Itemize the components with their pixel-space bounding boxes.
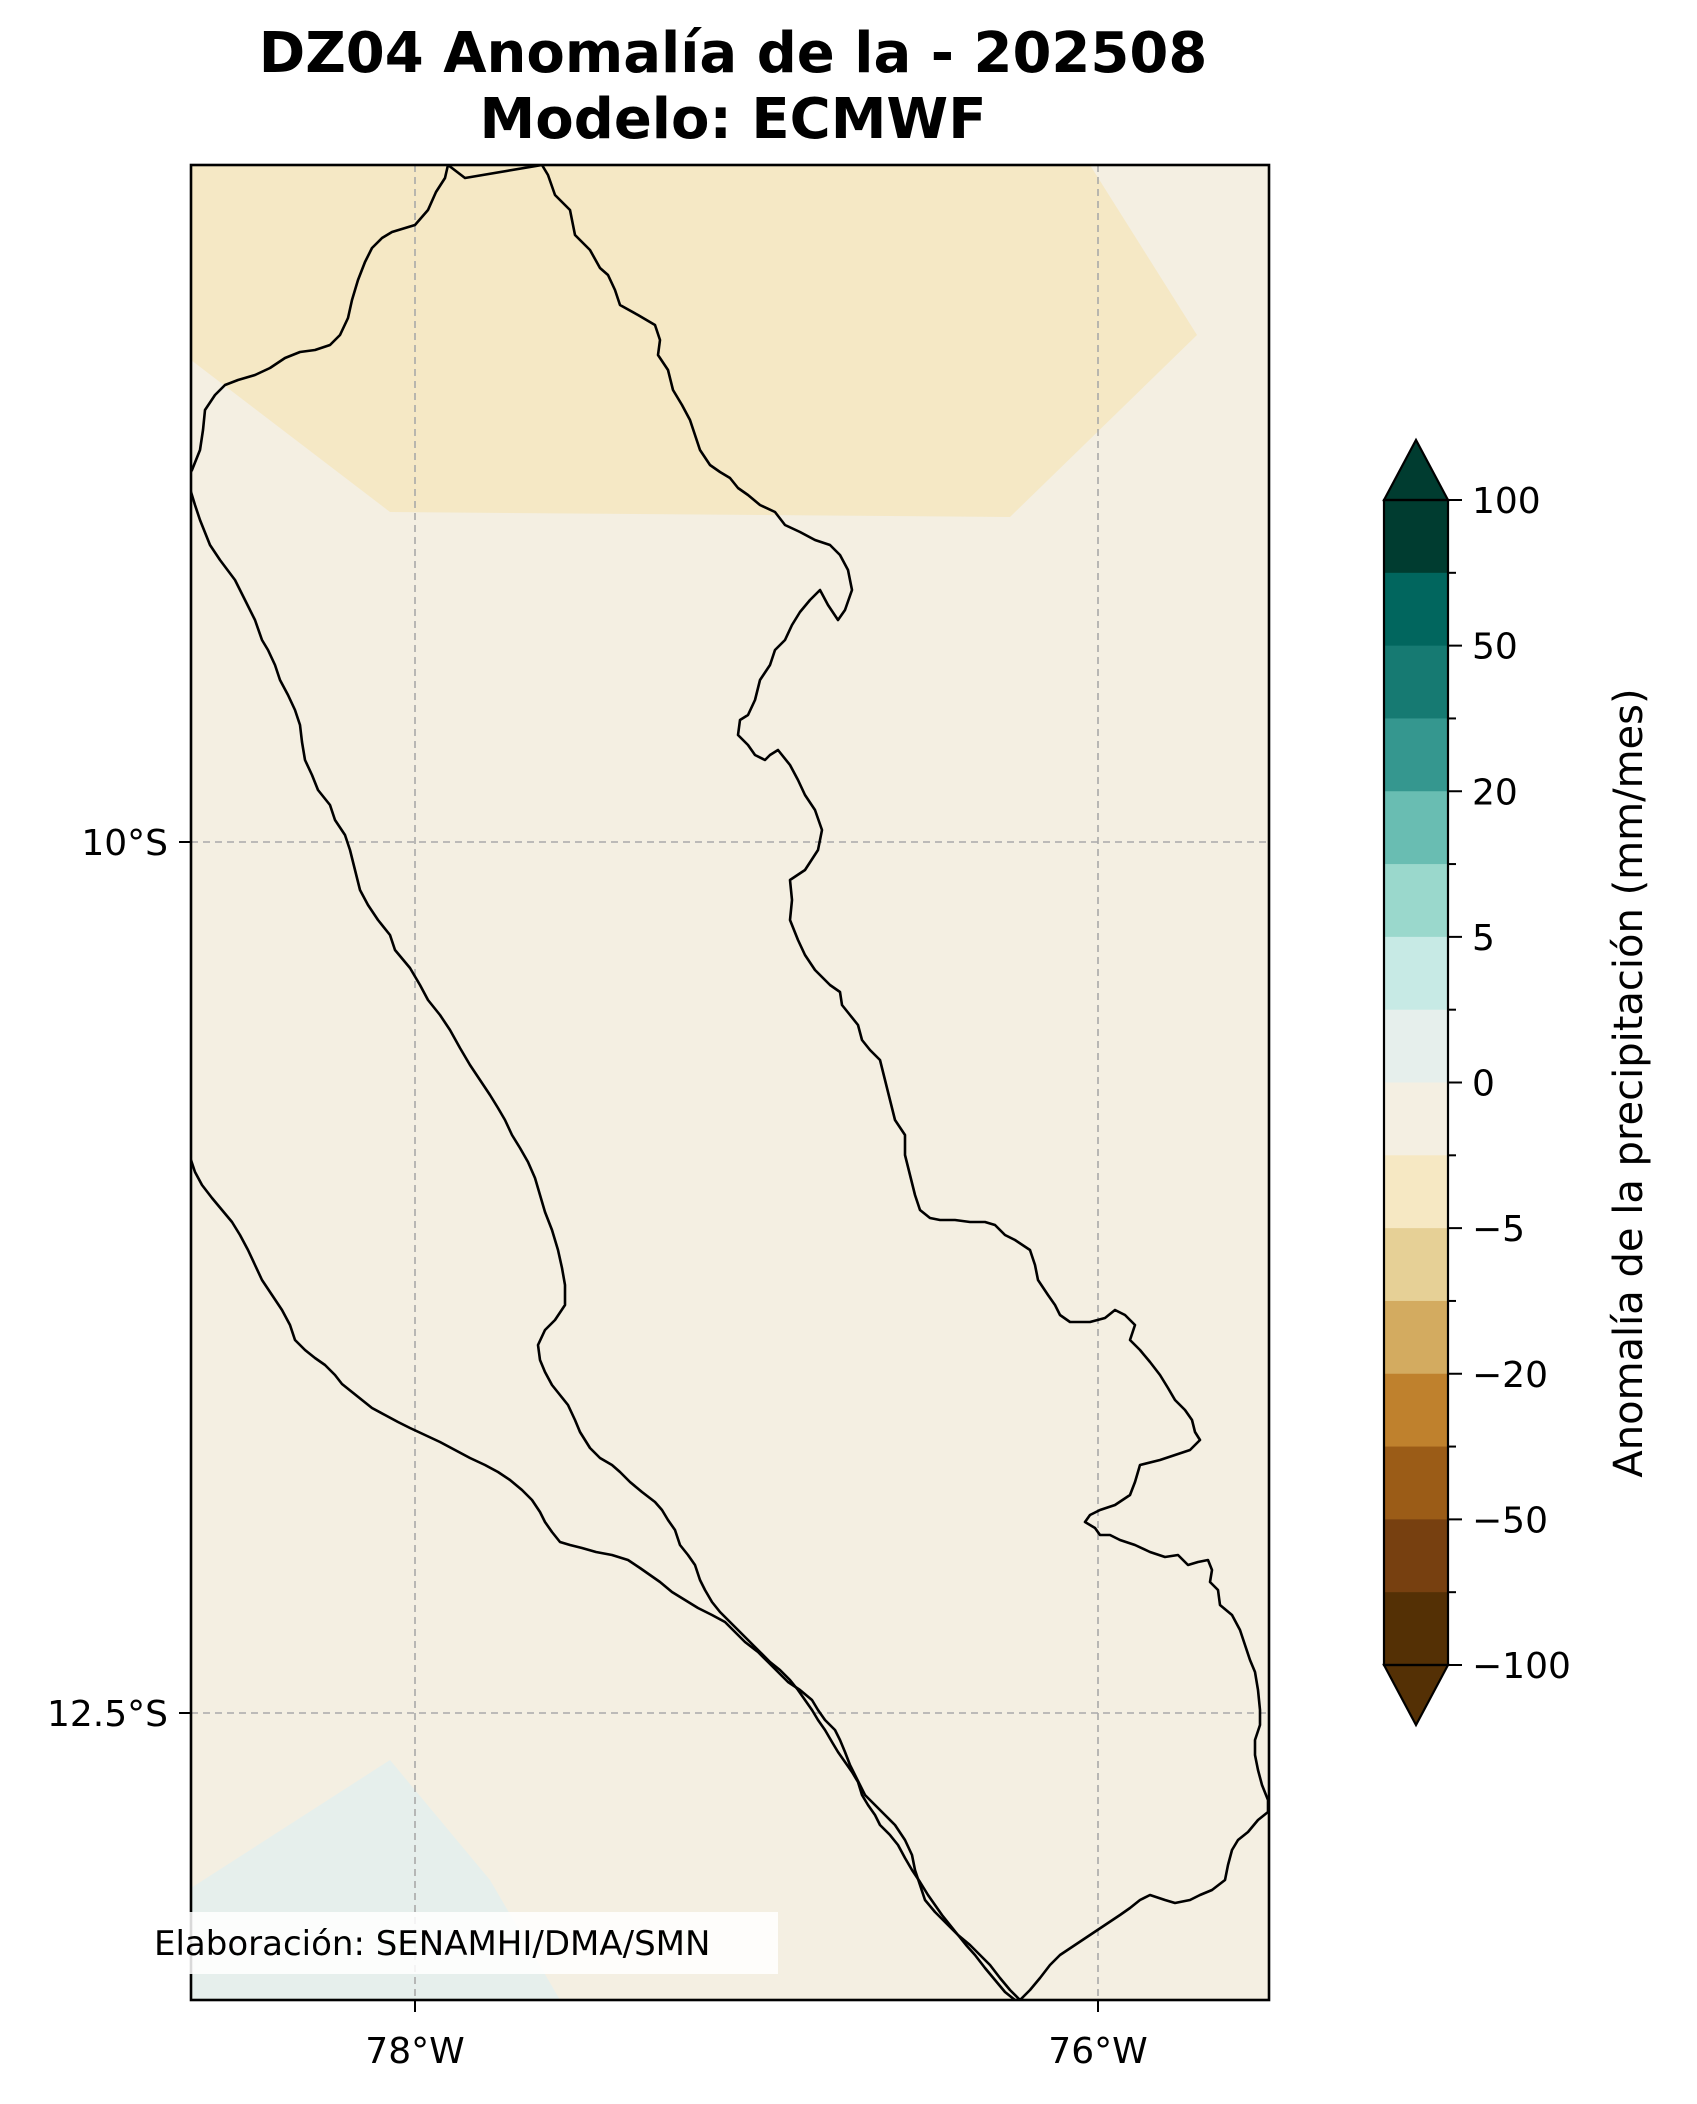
colorbar-segment <box>1384 1592 1448 1666</box>
colorbar-arrow-top <box>1382 437 1450 502</box>
colorbar-segment <box>1384 1446 1448 1520</box>
colorbar-tick-label: −5 <box>1472 1209 1525 1250</box>
lat-tick-10s: 10°S <box>81 823 168 864</box>
map-frame <box>189 163 1271 2002</box>
gridlines <box>191 165 1269 2000</box>
colorbar-segment <box>1384 500 1448 574</box>
colorbar-segment <box>1384 1300 1448 1375</box>
lat-tick-12-5s: 12.5°S <box>47 1694 168 1735</box>
colorbar-label: Anomalía de la precipitación (mm/mes) <box>1606 688 1652 1477</box>
coastline <box>191 165 1016 2000</box>
colorbar-segment <box>1384 1155 1448 1229</box>
colorbar-tick-label: 5 <box>1472 918 1495 959</box>
colorbar-tick-label: 0 <box>1472 1064 1495 1105</box>
lon-tick-78w: 78°W <box>365 2031 464 2072</box>
colorbar-segments <box>1384 500 1448 1666</box>
colorbar-tick-label: 100 <box>1472 481 1541 522</box>
colorbar-tick-label: −20 <box>1472 1355 1548 1396</box>
map-title-line2: Modelo: ECMWF <box>480 87 987 152</box>
colorbar-segment <box>1384 1082 1448 1156</box>
credit-box <box>146 1912 778 1974</box>
colorbar-tick-label: 50 <box>1472 627 1518 668</box>
colorbar-segment <box>1384 1373 1448 1448</box>
lon-tick-76w: 76°W <box>1048 2031 1147 2072</box>
colorbar-tick-label: −100 <box>1472 1646 1571 1687</box>
colorbar-arrow-bottom <box>1382 1663 1450 1728</box>
colorbar-segment <box>1384 572 1448 647</box>
colorbar-segment <box>1384 1009 1448 1084</box>
region-boundary <box>191 165 1269 2000</box>
map-title-line1: DZ04 Anomalía de la - 202508 <box>259 21 1208 86</box>
map-panel: Elaboración: SENAMHI/DMA/SMN <box>146 163 1271 2002</box>
colorbar-segment <box>1384 1228 1448 1302</box>
colorbar-segment <box>1384 1519 1448 1593</box>
anomaly-region-negative <box>191 165 1197 517</box>
axis-ticks: 78°W 76°W 10°S 12.5°S <box>47 823 1148 2072</box>
colorbar-segment <box>1384 645 1448 720</box>
colorbar-segment <box>1384 791 1448 865</box>
colorbar-segment <box>1384 936 1448 1011</box>
colorbar-segment <box>1384 718 1448 792</box>
colorbar-tick-label: −50 <box>1472 1500 1548 1541</box>
colorbar-segment <box>1384 864 1448 938</box>
colorbar-tick-label: 20 <box>1472 772 1518 813</box>
credit-text: Elaboración: SENAMHI/DMA/SMN <box>154 1924 710 1964</box>
